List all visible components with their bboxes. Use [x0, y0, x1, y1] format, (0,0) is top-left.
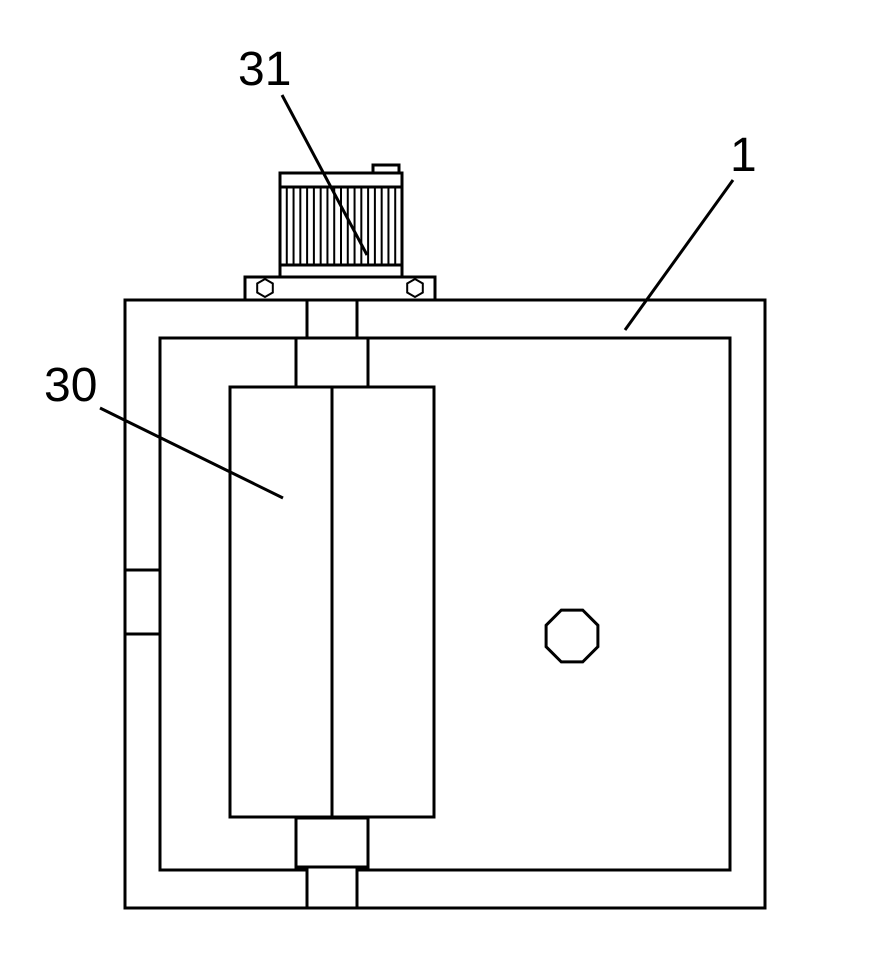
label-30: 30 — [44, 358, 97, 413]
technical-diagram — [0, 0, 892, 971]
label-31: 31 — [238, 42, 291, 97]
label-1: 1 — [730, 128, 757, 183]
